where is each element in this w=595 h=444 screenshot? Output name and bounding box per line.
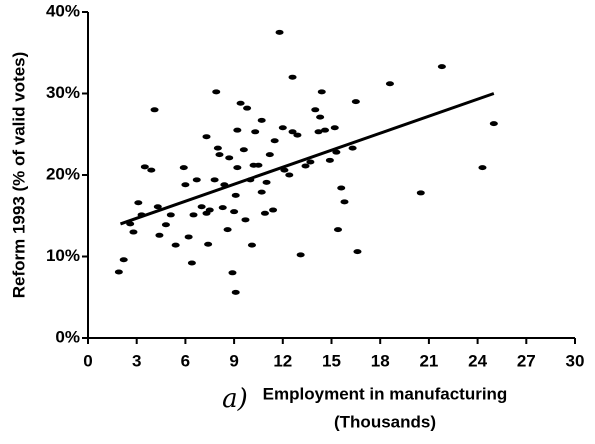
point: [385, 81, 394, 87]
point: [218, 205, 227, 211]
y-axis-label: Reform 1993 (% of valid votes): [9, 52, 28, 299]
y-tick-label: 20%: [46, 164, 80, 183]
point: [140, 164, 149, 170]
point: [114, 269, 123, 275]
x-tick-label: 3: [132, 351, 141, 370]
x-tick-label: 6: [181, 351, 190, 370]
point: [228, 270, 237, 276]
point: [161, 222, 170, 228]
point: [247, 242, 256, 248]
point: [225, 155, 234, 161]
point: [337, 185, 346, 191]
point: [265, 152, 274, 158]
x-tick-label: 27: [517, 351, 536, 370]
point: [210, 177, 219, 183]
point: [489, 121, 498, 127]
point: [275, 29, 284, 35]
point: [288, 74, 297, 80]
point: [231, 289, 240, 295]
point: [215, 152, 224, 158]
point: [233, 127, 242, 133]
point: [330, 125, 339, 131]
x-tick-label: 24: [468, 351, 487, 370]
point: [348, 145, 357, 151]
point: [325, 157, 334, 163]
point: [213, 145, 222, 151]
point: [150, 107, 159, 113]
point: [134, 200, 143, 206]
y-tick-label: 30%: [46, 83, 80, 102]
point: [189, 212, 198, 218]
point: [181, 182, 190, 188]
point: [317, 89, 326, 95]
point: [231, 192, 240, 198]
point: [270, 138, 279, 144]
point: [179, 165, 188, 171]
y-tick-label: 40%: [46, 1, 80, 20]
point: [296, 252, 305, 258]
point: [333, 227, 342, 233]
x-tick-label: 18: [371, 351, 390, 370]
x-tick-label: 15: [322, 351, 341, 370]
point: [147, 167, 156, 173]
x-tick-label: 12: [273, 351, 292, 370]
x-tick-label: 21: [419, 351, 438, 370]
y-tick-label: 0%: [55, 327, 80, 346]
x-tick-label: 9: [229, 351, 238, 370]
point: [171, 242, 180, 248]
annotation: a): [222, 384, 248, 414]
point: [416, 190, 425, 196]
point: [478, 165, 487, 171]
point: [316, 114, 325, 120]
x-axis-label: (Thousands): [334, 412, 436, 431]
point: [153, 204, 162, 210]
point: [212, 89, 221, 95]
point: [187, 260, 196, 266]
trend-line: [119, 92, 495, 226]
point: [205, 207, 214, 213]
point: [155, 232, 164, 238]
point: [351, 99, 360, 105]
x-axis-label: Employment in manufacturing: [263, 384, 508, 403]
point: [437, 64, 446, 70]
point: [257, 189, 266, 195]
point: [254, 162, 263, 168]
y-tick-label: 10%: [46, 246, 80, 265]
point: [243, 105, 252, 111]
point: [236, 100, 245, 106]
point: [293, 132, 302, 138]
x-tick-label: 30: [566, 351, 585, 370]
x-tick-label: 0: [83, 351, 92, 370]
point: [233, 165, 242, 171]
point: [332, 149, 341, 155]
point: [241, 217, 250, 223]
point: [192, 177, 201, 183]
point: [321, 127, 330, 133]
point: [353, 249, 362, 255]
point: [166, 212, 175, 218]
point: [306, 159, 315, 165]
point: [119, 257, 128, 263]
point: [197, 204, 206, 210]
point: [204, 241, 213, 247]
point: [340, 199, 349, 205]
point: [288, 129, 297, 135]
point: [202, 134, 211, 140]
point: [285, 172, 294, 178]
point: [269, 207, 278, 213]
point: [314, 129, 323, 135]
point: [223, 227, 232, 233]
point: [239, 147, 248, 153]
point: [230, 209, 239, 215]
point: [301, 163, 310, 169]
point: [262, 179, 271, 185]
point: [260, 210, 269, 216]
point: [129, 229, 138, 235]
point: [278, 125, 287, 131]
point: [311, 107, 320, 113]
point: [184, 234, 193, 240]
point: [257, 117, 266, 123]
point: [251, 129, 260, 135]
